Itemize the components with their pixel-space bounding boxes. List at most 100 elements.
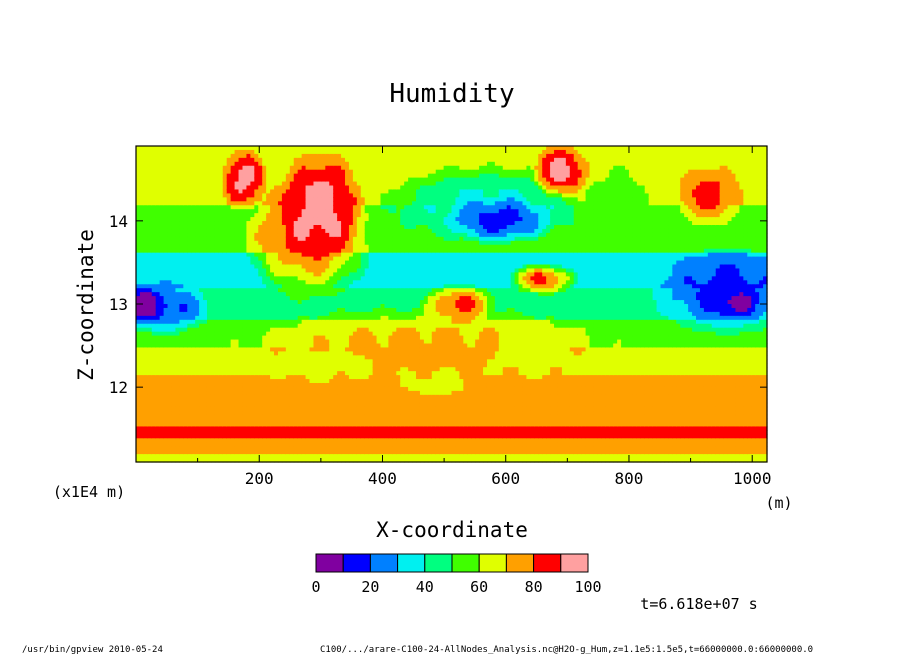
- heatmap-cell: [206, 225, 212, 230]
- heatmap-cell: [293, 414, 299, 420]
- heatmap-cell: [167, 454, 173, 459]
- heatmap-cell: [321, 418, 326, 424]
- heatmap-cell: [277, 232, 283, 238]
- heatmap-cell: [195, 284, 200, 289]
- heatmap-cell: [313, 232, 319, 238]
- heatmap-cell: [364, 402, 370, 408]
- heatmap-cell: [297, 177, 303, 183]
- heatmap-cell: [183, 367, 188, 372]
- heatmap-cell: [179, 157, 184, 163]
- heatmap-cell: [199, 367, 204, 372]
- heatmap-cell: [151, 260, 157, 266]
- heatmap-cell: [234, 260, 240, 266]
- heatmap-cell: [171, 268, 177, 273]
- heatmap-cell: [147, 394, 153, 400]
- heatmap-cell: [368, 402, 374, 408]
- heatmap-cell: [242, 383, 248, 388]
- heatmap-cell: [285, 450, 291, 455]
- heatmap-cell: [250, 315, 255, 321]
- heatmap-cell: [281, 221, 287, 226]
- heatmap-cell: [238, 371, 244, 376]
- heatmap-cell: [167, 339, 173, 345]
- heatmap-cell: [163, 205, 169, 210]
- heatmap-cell: [313, 327, 319, 333]
- heatmap-cell: [289, 256, 295, 262]
- heatmap-cell: [163, 165, 169, 171]
- heatmap-cell: [321, 386, 326, 392]
- heatmap-cell: [376, 363, 382, 368]
- heatmap-cell: [281, 363, 287, 368]
- heatmap-cell: [250, 371, 255, 376]
- heatmap-cell: [163, 386, 169, 392]
- heatmap-cell: [230, 363, 236, 368]
- heatmap-cell: [175, 248, 180, 254]
- heatmap-cell: [372, 197, 378, 202]
- heatmap-cell: [262, 319, 267, 325]
- heatmap-cell: [155, 304, 161, 309]
- heatmap-cell: [297, 398, 303, 404]
- heatmap-cell: [345, 383, 350, 388]
- heatmap-cell: [266, 347, 271, 352]
- heatmap-cell: [191, 335, 196, 341]
- heatmap-cell: [266, 146, 271, 151]
- heatmap-cell: [206, 383, 212, 388]
- heatmap-cell: [222, 398, 228, 404]
- heatmap-cell: [163, 244, 169, 250]
- heatmap-cell: [230, 225, 236, 230]
- heatmap-cell: [171, 296, 177, 301]
- heatmap-cell: [254, 240, 259, 246]
- heatmap-cell: [147, 367, 153, 372]
- heatmap-cell: [171, 177, 177, 183]
- heatmap-cell: [210, 292, 216, 297]
- heatmap-cell: [230, 248, 236, 254]
- heatmap-cell: [341, 280, 346, 285]
- heatmap-cell: [317, 386, 322, 392]
- heatmap-cell: [317, 189, 322, 194]
- heatmap-cell: [163, 181, 169, 187]
- heatmap-cell: [325, 363, 330, 368]
- heatmap-cell: [333, 213, 338, 218]
- heatmap-cell: [147, 375, 153, 380]
- heatmap-cell: [368, 386, 374, 392]
- heatmap-cell: [187, 402, 192, 408]
- heatmap-cell: [364, 347, 370, 352]
- heatmap-cell: [325, 300, 330, 305]
- heatmap-cell: [368, 225, 374, 230]
- heatmap-cell: [246, 446, 251, 451]
- heatmap-cell: [147, 288, 153, 293]
- heatmap-cell: [171, 185, 177, 191]
- heatmap-cell: [309, 193, 315, 198]
- heatmap-cell: [187, 209, 192, 214]
- heatmap-cell: [191, 327, 196, 333]
- heatmap-cell: [139, 205, 145, 210]
- heatmap-cell: [238, 386, 244, 392]
- heatmap-cell: [309, 351, 315, 356]
- heatmap-cell: [163, 414, 169, 420]
- heatmap-cell: [195, 228, 200, 234]
- heatmap-cell: [270, 422, 275, 428]
- heatmap-cell: [289, 300, 295, 305]
- heatmap-cell: [136, 446, 141, 451]
- heatmap-cell: [329, 367, 334, 372]
- heatmap-cell: [136, 217, 141, 222]
- heatmap-cell: [341, 288, 346, 293]
- heatmap-cell: [230, 165, 236, 171]
- heatmap-cell: [214, 300, 220, 305]
- heatmap-cell: [364, 248, 370, 254]
- heatmap-cell: [250, 197, 255, 202]
- heatmap-cell: [250, 458, 255, 463]
- heatmap-cell: [333, 414, 338, 420]
- heatmap-cell: [250, 252, 255, 258]
- heatmap-cell: [277, 418, 283, 424]
- heatmap-cell: [159, 236, 165, 242]
- heatmap-cell: [309, 268, 315, 273]
- heatmap-cell: [321, 394, 326, 400]
- heatmap-cell: [281, 185, 287, 191]
- heatmap-cell: [143, 221, 149, 226]
- heatmap-cell: [167, 272, 173, 277]
- heatmap-cell: [341, 146, 346, 151]
- heatmap-cell: [305, 398, 311, 404]
- heatmap-cell: [143, 272, 149, 277]
- heatmap-cell: [159, 335, 165, 341]
- heatmap-cell: [360, 351, 366, 356]
